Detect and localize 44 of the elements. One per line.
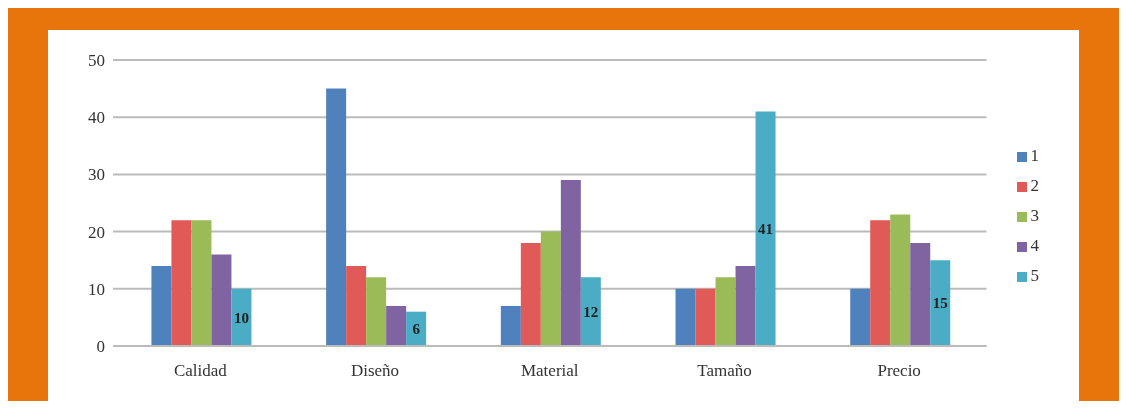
bar (890, 214, 911, 346)
y-tick-label: 50 (88, 51, 105, 71)
x-tick-label: Calidad (173, 361, 228, 381)
x-tick-label: Diseño (350, 361, 400, 381)
data-label: 41 (758, 221, 774, 238)
data-label: 12 (583, 304, 599, 321)
bar (151, 265, 172, 346)
bar (695, 288, 716, 346)
bar (191, 220, 212, 346)
legend-label: 1 (1030, 145, 1039, 165)
bar (386, 305, 407, 346)
bar (850, 288, 871, 346)
bar (326, 88, 347, 346)
bar (870, 220, 891, 346)
legend-label: 3 (1030, 205, 1039, 225)
data-label: 10 (233, 309, 249, 326)
y-tick-label: 20 (88, 222, 105, 242)
bar (500, 305, 521, 346)
x-tick-label: Material (520, 361, 579, 381)
bar (715, 277, 736, 346)
legend-label: 2 (1030, 175, 1039, 195)
x-tick-label: Tamaño (697, 361, 752, 381)
bar (366, 277, 387, 346)
bar (580, 277, 601, 346)
y-tick-label: 40 (88, 108, 105, 128)
bar (520, 243, 541, 346)
bar (735, 265, 756, 346)
bar (930, 260, 951, 346)
legend-label: 5 (1030, 265, 1039, 285)
data-label: 6 (412, 321, 421, 338)
bar (910, 243, 931, 346)
bar (755, 111, 776, 346)
y-tick-label: 0 (96, 337, 105, 357)
bar (675, 288, 696, 346)
bar (346, 265, 367, 346)
bar (540, 231, 561, 346)
data-label: 15 (932, 295, 948, 312)
legend-label: 4 (1030, 235, 1039, 255)
y-tick-label: 10 (88, 279, 105, 299)
bar (560, 180, 581, 346)
bar (211, 254, 232, 346)
x-tick-label: Precio (877, 361, 921, 381)
y-tick-label: 30 (88, 165, 105, 185)
bar (171, 220, 192, 346)
